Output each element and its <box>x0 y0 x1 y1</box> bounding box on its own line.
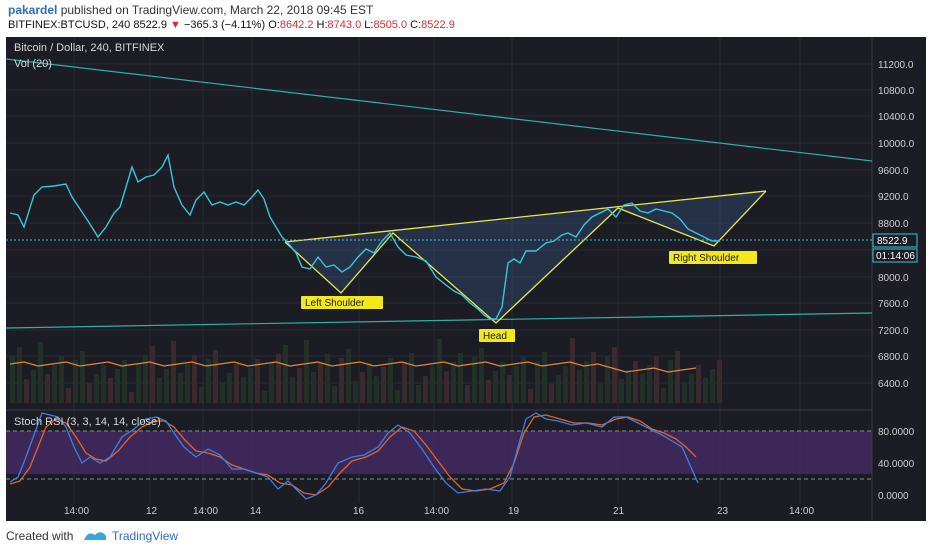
time-axis[interactable]: 14:00 12 14:00 14 16 14:00 19 21 23 14:0… <box>64 506 814 517</box>
price-tick: 8000.0 <box>878 273 909 284</box>
svg-text:8522.9: 8522.9 <box>877 236 908 247</box>
current-price-badge: 8522.9 <box>872 233 918 248</box>
time-tick: 23 <box>717 506 729 517</box>
time-tick: 14 <box>250 506 262 517</box>
neckline <box>284 190 767 243</box>
volume-indicator-label[interactable]: Vol (20) <box>14 58 52 70</box>
svg-text:Left Shoulder: Left Shoulder <box>305 298 365 309</box>
price-tick: 6800.0 <box>878 352 909 363</box>
chart-header: pakardel published on TradingView.com, M… <box>0 0 932 36</box>
price-tick: 8800.0 <box>878 219 909 230</box>
chart-title: Bitcoin / Dollar, 240, BITFINEX <box>14 42 165 54</box>
price-axis[interactable]: 11200.0 10800.0 10400.0 10000.0 9600.0 9… <box>878 60 915 390</box>
svg-text:Right Shoulder: Right Shoulder <box>673 253 740 264</box>
chart-canvas[interactable]: Left Shoulder Head Right Shoulder 11200.… <box>6 37 926 521</box>
upper-trendline <box>6 58 873 162</box>
tradingview-link[interactable]: TradingView <box>112 529 179 543</box>
open-label: O: <box>268 19 280 31</box>
price-tick: 6400.0 <box>878 379 909 390</box>
stoch-rsi-label[interactable]: Stoch RSI (3, 3, 14, 14, close) <box>14 416 161 428</box>
close-value: 8522.9 <box>421 19 455 31</box>
price-tick: 10000.0 <box>878 139 915 150</box>
tradingview-logo-icon <box>84 532 106 540</box>
time-tick: 16 <box>353 506 365 517</box>
time-tick: 21 <box>613 506 625 517</box>
chart-area[interactable]: Left Shoulder Head Right Shoulder 11200.… <box>6 37 926 521</box>
svg-text:Head: Head <box>483 331 507 342</box>
symbol-info: BITFINEX:BTCUSD, 240 8522.9 ▼ −365.3 (−4… <box>8 19 455 31</box>
price-tick: 10800.0 <box>878 86 915 97</box>
pattern-lines <box>284 190 767 324</box>
price-change: −365.3 (−4.11%) <box>184 19 266 31</box>
publish-text: published on TradingView.com, March 22, … <box>57 3 374 17</box>
close-label: C: <box>410 19 422 31</box>
volume-ma-line <box>9 361 697 373</box>
stoch-tick: 80.0000 <box>878 427 915 438</box>
lower-trendline <box>6 312 873 329</box>
open-value: 8642.2 <box>279 19 314 31</box>
time-tick: 19 <box>508 506 520 517</box>
svg-text:01:14:06: 01:14:06 <box>876 251 915 262</box>
high-label: H: <box>316 19 328 31</box>
footer: Created with TradingView <box>0 521 932 550</box>
time-tick: 14:00 <box>64 506 89 517</box>
last-price: 8522.9 <box>133 19 167 31</box>
head-label: Head <box>479 329 515 342</box>
high-value: 8743.0 <box>327 19 362 31</box>
time-tick: 14:00 <box>424 506 449 517</box>
right-shoulder-label: Right Shoulder <box>669 251 757 264</box>
time-tick: 12 <box>146 506 158 517</box>
price-tick: 11200.0 <box>878 60 914 71</box>
price-tick: 9600.0 <box>878 166 909 177</box>
pattern-fill <box>285 191 766 323</box>
stoch-tick: 0.0000 <box>878 491 909 502</box>
time-tick: 14:00 <box>193 506 218 517</box>
stoch-band <box>6 431 872 474</box>
time-tick: 14:00 <box>789 506 814 517</box>
price-tick: 7200.0 <box>878 326 909 337</box>
publish-info: pakardel published on TradingView.com, M… <box>8 3 373 17</box>
symbol-name: BITFINEX:BTCUSD, 240 <box>8 19 131 31</box>
price-tick: 7600.0 <box>878 299 909 310</box>
price-tick: 9200.0 <box>878 192 909 203</box>
left-shoulder-label: Left Shoulder <box>301 296 383 309</box>
countdown-badge: 01:14:06 <box>872 248 918 263</box>
stoch-tick: 40.0000 <box>878 459 915 470</box>
volume-bars <box>10 338 722 403</box>
down-arrow-icon: ▼ <box>170 19 181 31</box>
created-with-text: Created with <box>6 529 74 543</box>
low-label: L: <box>364 19 374 31</box>
low-value: 8505.0 <box>373 19 408 31</box>
price-line <box>9 152 720 320</box>
author-link[interactable]: pakardel <box>8 3 58 17</box>
stoch-axis[interactable]: 80.0000 40.0000 0.0000 <box>878 427 915 502</box>
stoch-k-line <box>9 412 699 500</box>
price-tick: 10400.0 <box>878 112 915 123</box>
